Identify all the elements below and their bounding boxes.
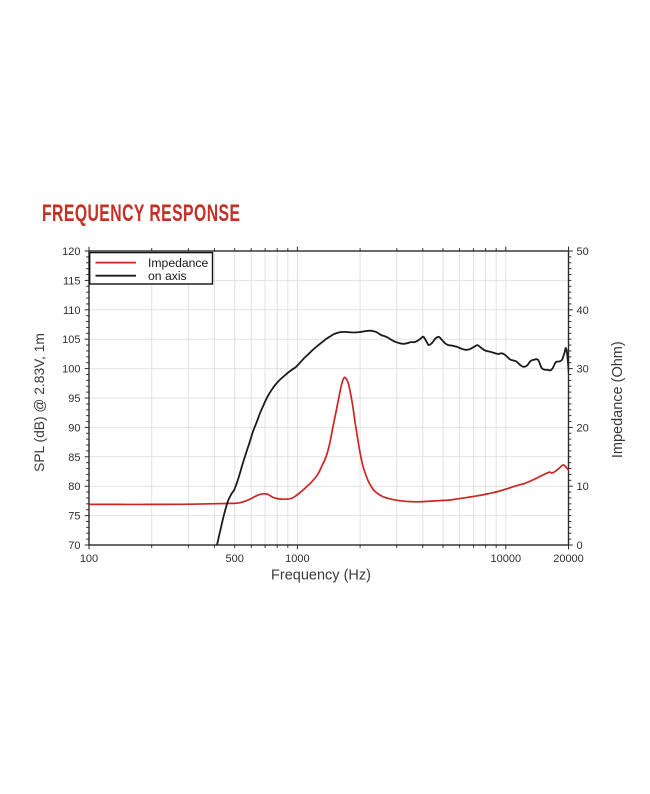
- svg-text:75: 75: [68, 511, 80, 523]
- svg-text:on axis: on axis: [148, 269, 187, 283]
- svg-text:1000: 1000: [285, 553, 309, 565]
- svg-text:100: 100: [62, 364, 80, 376]
- svg-text:100: 100: [80, 553, 98, 565]
- svg-text:105: 105: [62, 334, 80, 346]
- svg-text:SPL (dB) @ 2.83V, 1m: SPL (dB) @ 2.83V, 1m: [32, 333, 47, 472]
- svg-text:50: 50: [577, 246, 589, 258]
- svg-text:0: 0: [577, 540, 583, 552]
- svg-text:20: 20: [577, 422, 589, 434]
- svg-text:Frequency (Hz): Frequency (Hz): [271, 568, 371, 584]
- svg-text:10000: 10000: [491, 553, 522, 565]
- svg-text:40: 40: [577, 305, 589, 317]
- svg-text:120: 120: [62, 246, 80, 258]
- svg-text:80: 80: [68, 481, 80, 493]
- svg-text:Impedance: Impedance: [148, 256, 209, 270]
- svg-text:30: 30: [577, 364, 589, 376]
- svg-text:Impedance (Ohm): Impedance (Ohm): [610, 341, 626, 458]
- svg-text:85: 85: [68, 452, 80, 464]
- svg-text:20000: 20000: [553, 553, 584, 565]
- svg-text:10: 10: [577, 481, 589, 493]
- svg-text:115: 115: [63, 275, 81, 287]
- svg-text:95: 95: [68, 393, 80, 405]
- svg-text:500: 500: [226, 553, 244, 565]
- svg-text:110: 110: [63, 305, 81, 317]
- svg-text:90: 90: [68, 422, 80, 434]
- svg-text:70: 70: [68, 540, 80, 552]
